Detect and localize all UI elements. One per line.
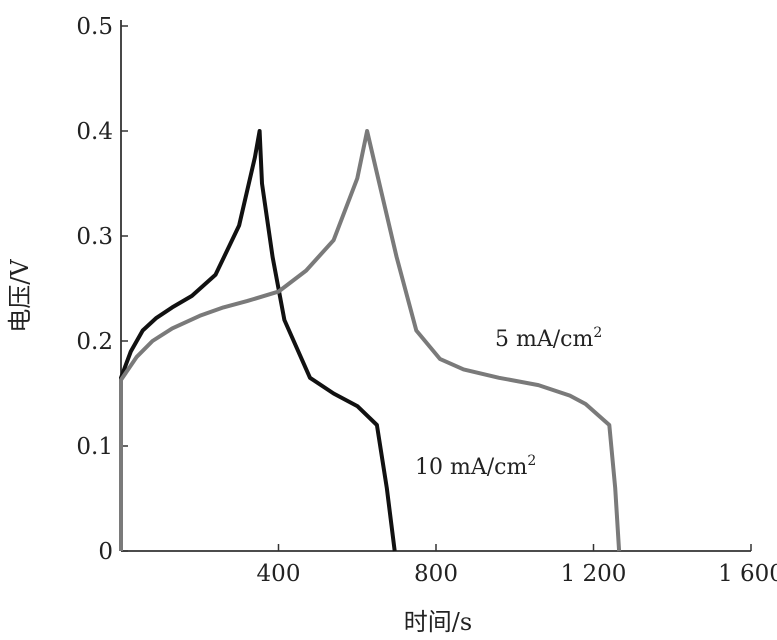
series-group bbox=[119, 129, 622, 552]
annotation-5ma-sup: 2 bbox=[593, 325, 602, 341]
annotation-5ma: 5 mA/cm2 bbox=[495, 325, 602, 352]
x-ticks: 400 800 1 200 1 600 bbox=[257, 544, 777, 587]
annotation-10ma-sup: 2 bbox=[527, 453, 536, 469]
x-axis-label: 时间/s bbox=[404, 608, 472, 636]
y-tick-label: 0.4 bbox=[76, 119, 113, 145]
series-line-0 bbox=[119, 129, 397, 552]
y-tick-label: 0 bbox=[98, 539, 113, 565]
x-tick-label: 1 600 bbox=[718, 561, 777, 587]
annotation-10ma-main: 10 mA/cm bbox=[415, 455, 527, 480]
y-tick-label: 0.5 bbox=[76, 14, 113, 40]
y-tick-label: 0.3 bbox=[76, 224, 113, 250]
annotation-5ma-main: 5 mA/cm bbox=[495, 327, 593, 352]
x-tick-label: 1 200 bbox=[561, 561, 627, 587]
y-tick-label: 0.1 bbox=[76, 434, 113, 460]
annotation-10ma: 10 mA/cm2 bbox=[415, 453, 536, 480]
y-tick-label: 0.2 bbox=[76, 329, 113, 355]
y-axis-label: 电压/V bbox=[6, 259, 34, 333]
x-tick-label: 400 bbox=[257, 561, 301, 587]
y-ticks: 0 0.1 0.2 0.3 0.4 0.5 bbox=[76, 14, 128, 565]
x-tick-label: 800 bbox=[414, 561, 458, 587]
series-line-1 bbox=[119, 129, 622, 552]
